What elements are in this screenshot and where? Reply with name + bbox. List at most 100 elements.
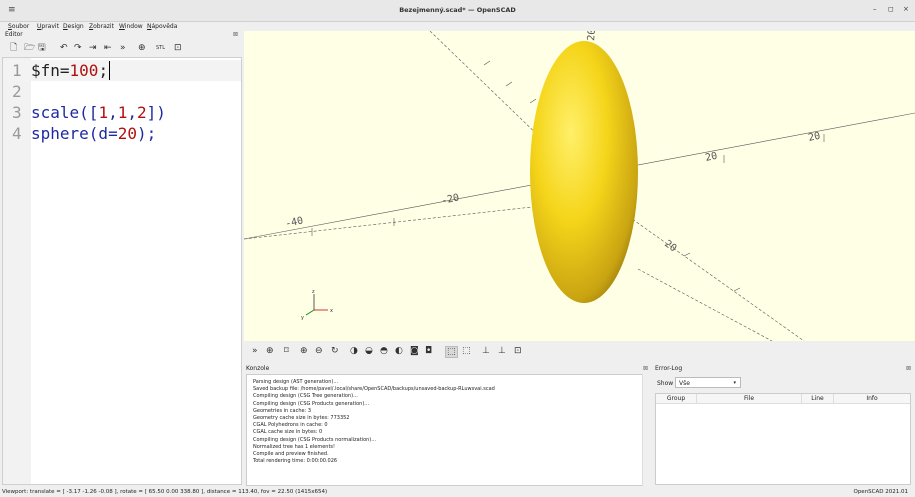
menu-design[interactable]: Design xyxy=(63,23,84,30)
code-token: $fn= xyxy=(31,61,70,80)
show-axes-icon[interactable]: ⊥ xyxy=(482,346,490,356)
undo-icon[interactable]: ↶ xyxy=(60,43,68,53)
menu-bar: Soubor Upravit Design Zobrazit Window Ná… xyxy=(0,22,915,31)
scale-label: 20 xyxy=(662,238,678,254)
render-icon[interactable]: ⊕ xyxy=(266,346,274,356)
status-bar: Viewport: translate = [ -3.17 -1.26 -0.0… xyxy=(0,488,915,497)
console-line: Normalized tree has 1 elements! xyxy=(253,443,336,450)
menu-zobrazit[interactable]: Zobrazit xyxy=(89,23,114,30)
axis-y-label: y xyxy=(301,315,304,321)
perspective-icon[interactable]: ⬚ xyxy=(445,346,458,358)
hamburger-icon[interactable]: ≡ xyxy=(8,5,16,15)
code-text: $fn=100; xyxy=(31,60,111,81)
console-line: Saved backup file: /home/pavel/.local/sh… xyxy=(253,386,495,393)
minimize-icon[interactable]: – xyxy=(873,5,877,13)
view-top-icon[interactable]: ◒ xyxy=(365,346,373,356)
code-token: , xyxy=(127,103,137,122)
export-3d-icon[interactable]: ⊡ xyxy=(174,43,182,53)
unindent-icon[interactable]: ⇤ xyxy=(104,43,112,53)
code-editor[interactable]: 1 $fn=100; 2 3 scale([1,1,2]) 4 sphere(d=20); xyxy=(2,57,242,485)
column-header-file[interactable]: File xyxy=(697,394,802,404)
console-line: Geometries in cache: 3 xyxy=(253,407,312,414)
menu-window[interactable]: Window xyxy=(119,23,143,30)
column-header-line[interactable]: Line xyxy=(802,394,834,404)
console-line: CGAL Polyhedrons in cache: 0 xyxy=(253,422,328,429)
viewport-canvas[interactable]: 20 20 -40 -20 20 20 z y x xyxy=(244,31,915,341)
axes-indicator: z y x xyxy=(301,289,333,321)
reset-view-icon[interactable]: ↻ xyxy=(331,346,339,356)
error-log-close-icon[interactable]: ⊠ xyxy=(906,365,912,372)
chevron-down-icon: ▾ xyxy=(733,380,736,386)
scale-label: 20 xyxy=(807,131,821,144)
maximize-icon[interactable]: ◻ xyxy=(888,5,894,13)
console-close-icon[interactable]: ⊠ xyxy=(643,365,649,372)
error-log-table[interactable]: Group File Line Info xyxy=(655,393,911,485)
redo-icon[interactable]: ↷ xyxy=(74,43,82,53)
indent-icon[interactable]: ⇥ xyxy=(89,43,97,53)
console-line: Total rendering time: 0:00:00.026 xyxy=(253,458,338,465)
view-left-icon[interactable]: ◐ xyxy=(395,346,403,356)
menu-napoveda[interactable]: Nápověda xyxy=(147,23,178,30)
code-line[interactable]: 3 scale([1,1,2]) xyxy=(3,102,241,123)
scale-label: 20 xyxy=(704,151,718,164)
open-file-icon[interactable]: 🗁 xyxy=(24,43,36,53)
zoom-in-icon[interactable]: ⊕ xyxy=(300,346,308,356)
console-line: Compile and preview finished. xyxy=(253,451,329,458)
column-header-group[interactable]: Group xyxy=(656,394,697,404)
code-line[interactable]: 2 xyxy=(3,81,241,102)
view-front-icon[interactable]: ◙ xyxy=(410,346,419,356)
view-bottom-icon[interactable]: ◓ xyxy=(380,346,388,356)
show-scale-icon[interactable]: ⊥ xyxy=(498,346,506,356)
ellipsoid-model xyxy=(530,41,638,303)
render-icon[interactable]: ⊕ xyxy=(138,43,146,53)
code-text: sphere(d=20); xyxy=(31,123,156,144)
axis-z-label: z xyxy=(312,289,315,295)
menu-upravit[interactable]: Upravit xyxy=(37,23,59,30)
error-log-label: Error-Log xyxy=(655,365,683,372)
show-filter-value: Vše xyxy=(679,380,690,387)
save-file-icon[interactable]: 🖫 xyxy=(38,43,46,53)
show-edges-icon[interactable]: ⊡ xyxy=(514,346,522,356)
console-output[interactable]: Parsing design (AST generation)... Saved… xyxy=(246,374,650,486)
3d-viewport[interactable]: 20 20 -40 -20 20 20 z y x xyxy=(244,31,915,341)
code-token: scale([ xyxy=(31,103,99,122)
show-label: Show xyxy=(657,380,674,387)
console-line: Geometry cache size in bytes: 773352 xyxy=(253,415,350,422)
code-token: 20 xyxy=(117,124,137,143)
view-right-icon[interactable]: ◑ xyxy=(350,346,358,356)
code-line[interactable]: 4 sphere(d=20); xyxy=(3,123,241,144)
zoom-out-icon[interactable]: ⊖ xyxy=(315,346,323,356)
close-icon[interactable]: × xyxy=(903,5,909,13)
console-scrollbar[interactable] xyxy=(642,374,650,486)
view-all-icon[interactable]: ⌑ xyxy=(284,346,289,356)
axis-y-neg-line xyxy=(603,198,805,341)
code-token: ); xyxy=(136,124,157,143)
line-number: 3 xyxy=(12,103,22,122)
console-line: Compiling design (CSG Products generatio… xyxy=(253,400,370,407)
version-label: OpenSCAD 2021.01 xyxy=(853,489,908,495)
view-toolbar: » ⊕ ⌑ ⊕ ⊖ ↻ ◑ ◒ ◓ ◐ ◙ ◘ ⬚ ⬚ ⊥ ⊥ ⊡ xyxy=(244,341,915,363)
axis-ticks xyxy=(311,60,825,292)
export-stl-icon[interactable]: STL xyxy=(156,45,166,51)
code-token: 100 xyxy=(69,61,99,80)
scale-label: 20 xyxy=(586,31,598,41)
show-filter-select[interactable]: Vše ▾ xyxy=(675,377,741,388)
preview-icon[interactable]: » xyxy=(120,43,126,53)
viewport-status: Viewport: translate = [ -3.17 -1.26 -0.0… xyxy=(2,489,328,495)
axis-z-front-line xyxy=(637,268,773,341)
code-token: 1 xyxy=(98,103,109,122)
console-label: Konzole xyxy=(246,365,270,372)
column-header-info[interactable]: Info xyxy=(834,394,910,404)
window-title: Bezejmenný.scad* — OpenSCAD xyxy=(399,6,516,14)
editor-close-icon[interactable]: ⊠ xyxy=(233,31,239,38)
console-line: Compiling design (CSG Products normaliza… xyxy=(253,436,377,443)
code-token: sphere(d= xyxy=(31,124,118,143)
orthogonal-icon[interactable]: ⬚ xyxy=(462,346,471,356)
preview-icon[interactable]: » xyxy=(252,346,258,356)
scale-label: -40 xyxy=(284,215,304,230)
new-file-icon[interactable]: 🗋 xyxy=(10,43,18,53)
code-line[interactable]: 1 $fn=100; xyxy=(3,60,241,81)
menu-soubor[interactable]: Soubor xyxy=(8,23,30,30)
line-number: 2 xyxy=(12,82,22,101)
view-back-icon[interactable]: ◘ xyxy=(425,346,433,356)
